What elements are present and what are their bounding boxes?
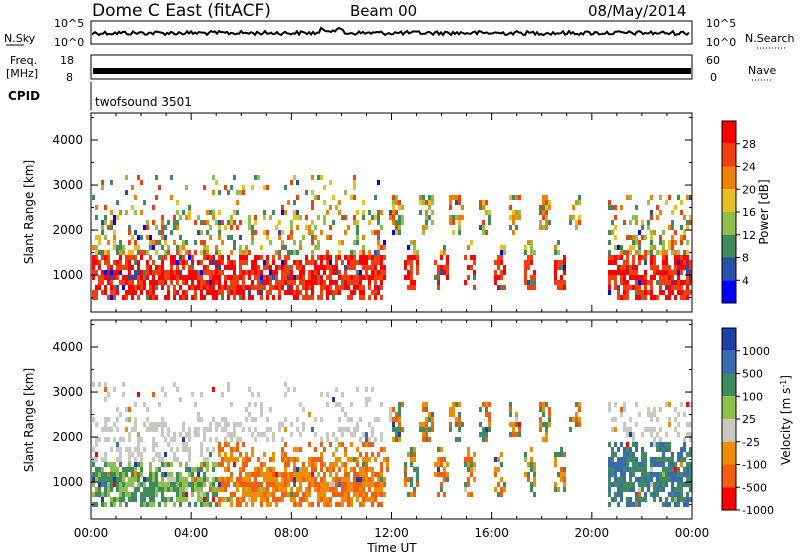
colorbar-segment [722,143,736,167]
freq-label-line1: Freq. [10,54,37,67]
time-axis: 00:00 04:00 08:00 12:00 16:00 20:00 00:00 [74,526,710,540]
time-tick-label: 12:00 [374,526,409,540]
colorbar-tick-label: -1000 [742,504,774,517]
y-tick-label: 1000 [52,475,83,489]
power-colorbar: 4 8 12 16 20 24 28 [721,120,756,304]
time-tick-label: 20:00 [575,526,610,540]
colorbar-tick-label: 25 [742,413,756,426]
colorbar-tick-label: -25 [742,436,760,449]
y-tick-label: 2000 [52,430,83,444]
colorbar-tick-label: 1000 [742,345,770,358]
colorbar-segment [722,350,736,374]
colorbar-segment [722,419,736,442]
velocity-colorbar: 1000 500 100 25 -25 -100 -500 -1000 [721,327,774,517]
station-title: Dome C East (fitACF) [92,1,271,21]
colorbar-segment [722,373,736,397]
colorbar-segment [722,328,736,351]
freq-left-tick-bottom: 8 [66,71,73,84]
freq-left-tick-top: 18 [60,54,74,67]
velocity-colorbar-label: Velocity [m s-1] [779,375,794,465]
colorbar-segment [722,166,736,190]
colorbar-tick-label: 16 [742,206,756,219]
noise-left-tick-bottom: 10^0 [54,36,84,49]
power-y-axis-label: Slant Range [km] [22,160,36,264]
cpid-row: CPID twofsound 3501 [8,82,192,110]
colorbar-segment [722,234,736,258]
colorbar-segment [722,121,736,144]
colorbar-segment [722,280,736,303]
y-tick-label: 1000 [52,268,83,282]
colorbar-tick-label: 4 [742,274,749,287]
noise-left-tick-top: 10^5 [54,17,84,30]
colorbar-segment [722,396,736,419]
velocity-heatmap-cells [92,382,692,507]
colorbar-tick-label: 8 [742,252,749,265]
power-panel: 1000 2000 3000 4000 Slant Range [km] 4 8 12 16… [22,112,771,313]
cpid-label: CPID [8,89,40,103]
noise-trace [92,26,690,37]
noise-right-tick-top: 10^5 [706,17,736,30]
velocity-y-axis-label: Slant Range [km] [22,368,36,472]
noise-right-label: N.Search [745,32,795,45]
power-heatmap-cells [92,175,692,300]
colorbar-segment [722,441,736,465]
time-tick-label: 00:00 [675,526,710,540]
velocity-panel: 1000 2000 3000 4000 Slant Range [km] 1000 50… [22,319,794,520]
colorbar-segment [722,189,736,212]
date-label: 08/May/2014 [588,2,686,20]
colorbar-tick-label: 500 [742,368,763,381]
noise-left-label: N.Sky [4,32,36,45]
noise-panel: N.Sky 10^5 10^0 10^5 10^0 N.Search [4,17,795,49]
nave-bar [93,68,691,74]
nave-right-tick-bottom: 0 [710,71,717,84]
y-tick-label: 3000 [52,178,83,192]
colorbar-tick-label: 24 [742,161,756,174]
freq-panel: Freq. [MHz] 18 8 60 0 Nave [6,54,776,84]
time-tick-label: 16:00 [474,526,509,540]
time-tick-label: 00:00 [74,526,109,540]
colorbar-tick-label: 20 [742,183,756,196]
y-tick-label: 2000 [52,223,83,237]
y-tick-label: 4000 [52,133,83,147]
colorbar-tick-label: 28 [742,138,756,151]
y-tick-label: 4000 [52,340,83,354]
colorbar-tick-label: 100 [742,390,763,403]
colorbar-tick-label: -100 [742,459,767,472]
time-tick-label: 04:00 [174,526,209,540]
colorbar-segment [722,212,736,235]
colorbar-segment [722,487,736,510]
time-tick-label: 08:00 [274,526,309,540]
nave-label: Nave [748,64,776,77]
power-colorbar-label: Power [dB] [757,179,771,244]
colorbar-segment [722,464,736,488]
time-axis-label: Time UT [366,541,417,554]
y-tick-label: 3000 [52,385,83,399]
colorbar-segment [722,257,736,281]
nave-right-tick-top: 60 [706,54,720,67]
colorbar-tick-label: -500 [742,481,767,494]
cpid-value: twofsound 3501 [95,95,192,109]
freq-label-line2: [MHz] [6,67,38,80]
noise-right-tick-bottom: 10^0 [706,36,736,49]
colorbar-tick-label: 12 [742,229,756,242]
beam-label: Beam 00 [350,2,417,20]
